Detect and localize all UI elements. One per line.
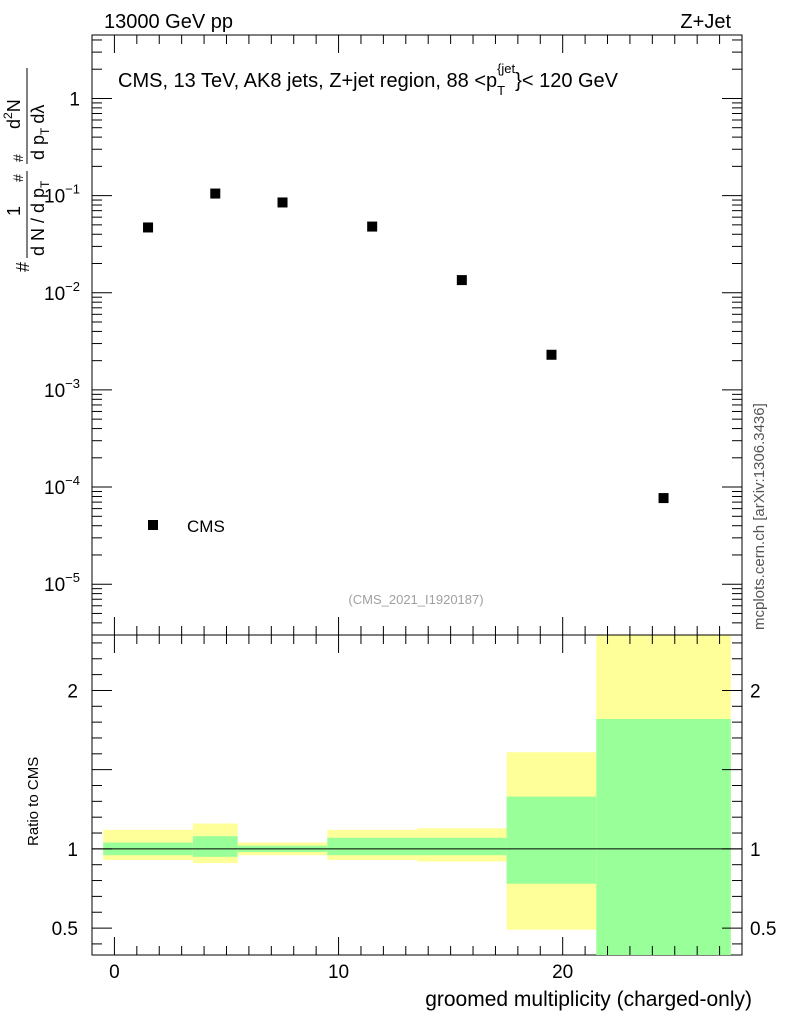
ratio-y-tick-label-right-1: 1 <box>750 840 761 861</box>
data-points <box>143 188 669 504</box>
ylabel-pre: # <box>13 262 33 272</box>
header-right-text: Z+Jet <box>680 11 731 33</box>
legend-label: CMS <box>187 517 225 536</box>
ylabel-frac1-hash: # <box>10 174 26 182</box>
data-point-0-5 <box>546 349 557 360</box>
ratio-band-inner-3 <box>327 837 417 856</box>
ylabel-frac1-den: d N / d pT <box>28 180 52 256</box>
x-tick-label-1: 10 <box>328 962 349 983</box>
data-point-0-0 <box>143 222 154 233</box>
axis-ticks: 0 10 20 1 10−1 10−2 10−3 10−4 10−5 0.5 0.5 1 1 2 2 <box>44 35 776 983</box>
x-tick-label-0: 0 <box>109 962 120 983</box>
ratio-y-tick-label-right-0: 0.5 <box>750 919 776 940</box>
data-point-0-2 <box>277 197 288 208</box>
data-point-0-1 <box>210 188 221 199</box>
ylabel-frac2-num: d2N <box>1 99 24 129</box>
y-tick-label-3: 10−3 <box>44 376 80 402</box>
ratio-y-tick-label-left-2: 2 <box>67 681 78 702</box>
chart-title-sub: T <box>497 83 505 98</box>
data-point-0-4 <box>456 275 467 286</box>
ylabel-frac2-hash: # <box>10 154 26 162</box>
y-tick-label-2: 10−2 <box>44 279 80 305</box>
x-tick-label-2: 20 <box>552 962 573 983</box>
chart-title-sup: {jet <box>497 61 515 76</box>
legend-marker <box>148 520 158 530</box>
ylabel-frac2-den: d pTdλ <box>28 105 52 160</box>
y-tick-label-1: 10−1 <box>44 182 80 208</box>
ratio-y-tick-label-right-2: 2 <box>750 681 761 702</box>
ratio-band-inner-5 <box>506 796 597 884</box>
y-tick-label-4: 10−4 <box>44 473 80 499</box>
header-left-text: 13000 GeV pp <box>104 11 233 33</box>
ylabel-frac1-num: 1 <box>4 206 24 216</box>
ratio-bands <box>103 635 731 955</box>
ratio-y-label: Ratio to CMS <box>25 757 42 846</box>
main-plot-frame <box>91 34 743 636</box>
analysis-watermark: (CMS_2021_I1920187) <box>348 592 483 607</box>
y-tick-label-5: 10−5 <box>44 570 80 596</box>
ratio-band-inner-4 <box>417 837 507 856</box>
data-point-0-3 <box>367 221 378 232</box>
ratio-band-inner-6 <box>596 718 731 955</box>
data-point-0-6 <box>658 493 669 504</box>
ratio-y-tick-label-left-1: 1 <box>67 840 78 861</box>
chart-title-tail: }< 120 GeV <box>515 70 619 92</box>
ratio-plot-frame <box>91 634 743 956</box>
side-text: mcplots.cern.ch [arXiv:1306.3436] <box>751 403 768 630</box>
x-axis-label: groomed multiplicity (charged-only) <box>425 988 752 1011</box>
ratio-band-inner-1 <box>192 836 238 857</box>
y-axis-label: # 1 d N / d pT # d2N d pTdλ # <box>1 68 52 272</box>
ratio-y-tick-label-left-0: 0.5 <box>52 919 78 940</box>
chart-title-main: CMS, 13 TeV, AK8 jets, Z+jet region, 88 … <box>118 70 497 92</box>
chart-title: CMS, 13 TeV, AK8 jets, Z+jet region, 88 … <box>118 61 619 98</box>
y-tick-label-0: 1 <box>69 89 80 110</box>
